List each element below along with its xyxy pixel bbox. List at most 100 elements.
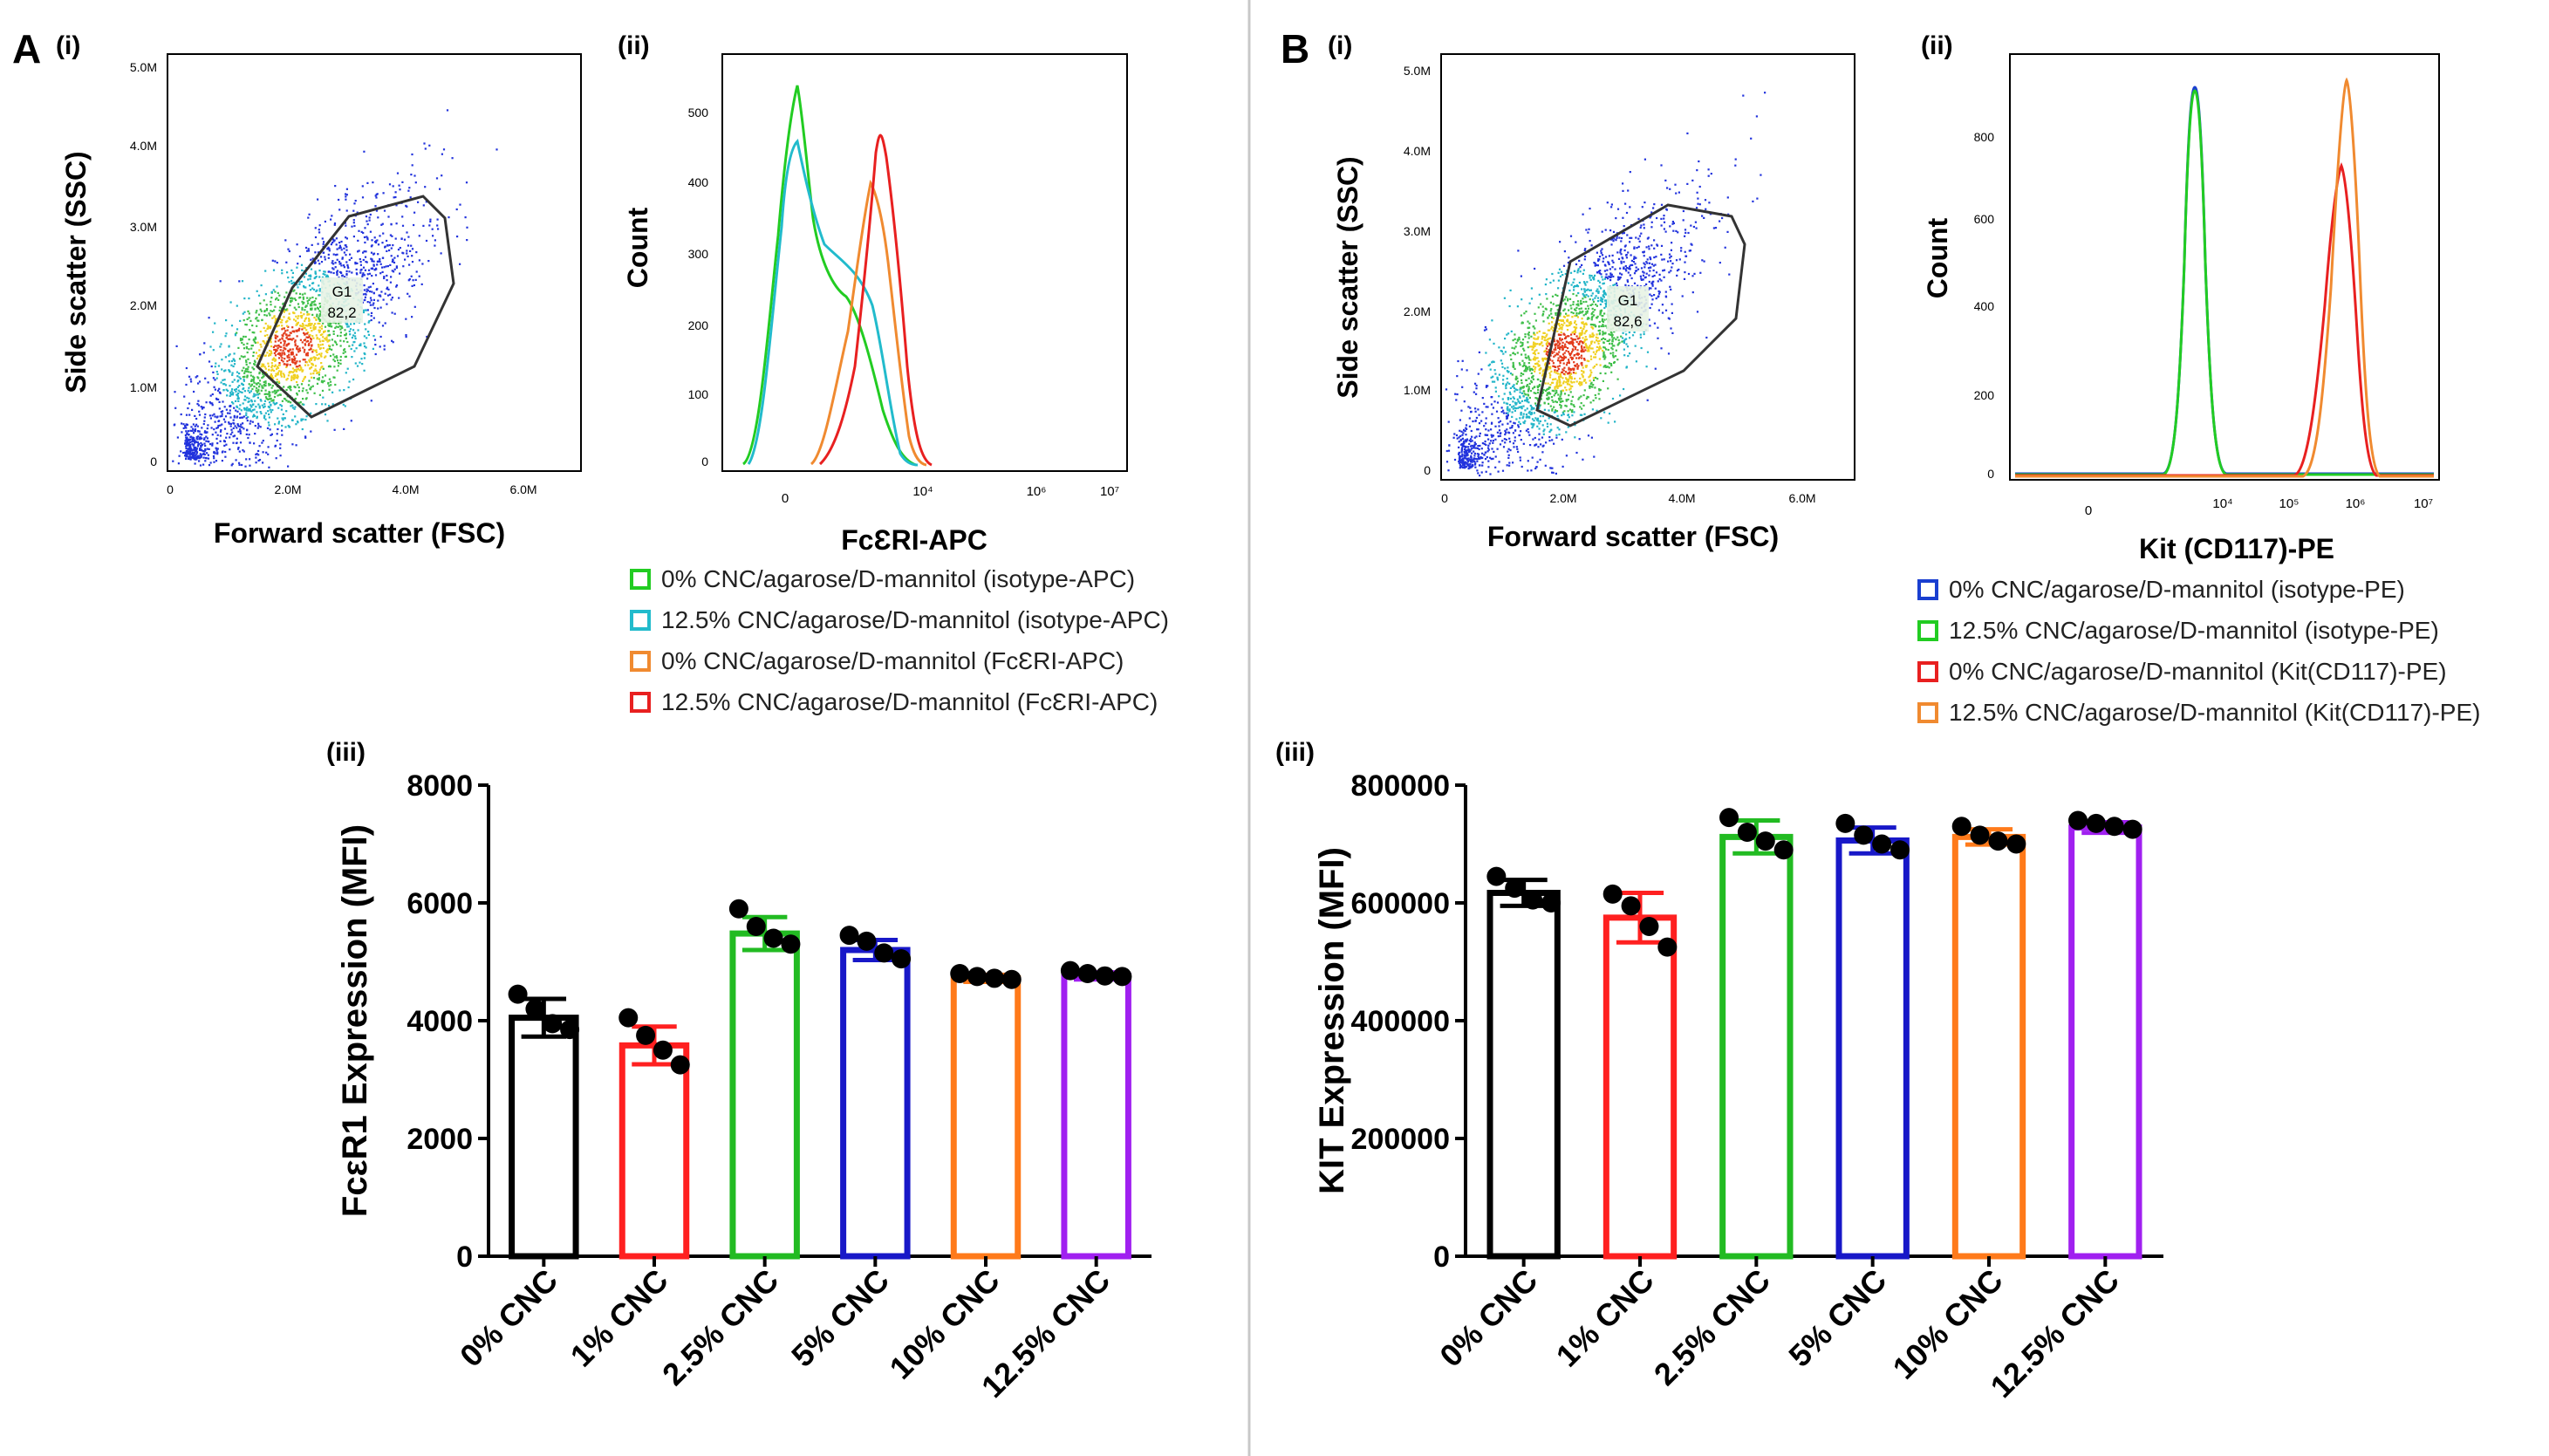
data-point bbox=[1872, 834, 1892, 854]
data-point bbox=[1060, 960, 1080, 981]
bar bbox=[618, 1042, 690, 1260]
x-tick-label: 0% CNC bbox=[1432, 1262, 1544, 1374]
x-tick: 6.0M bbox=[509, 482, 536, 496]
histogram-frame bbox=[2009, 53, 2440, 481]
data-point bbox=[1541, 893, 1561, 913]
histogram-legend-a: 0% CNC/agarose/D-mannitol (isotype-APC) … bbox=[630, 564, 1169, 728]
legend-swatch bbox=[1917, 661, 1938, 682]
x-tick-label: 5% CNC bbox=[1781, 1262, 1893, 1374]
y-tick-label: 2000 bbox=[407, 1123, 473, 1156]
x-tick: 0 bbox=[1441, 491, 1448, 505]
legend-label: 12.5% CNC/agarose/D-mannitol (Kit(CD117)… bbox=[1949, 699, 2481, 726]
y-axis-label: FcεR1 Expression (MFI) bbox=[336, 824, 374, 1217]
y-tick-label: 0 bbox=[1433, 1241, 1450, 1274]
x-tick-label: 0% CNC bbox=[453, 1262, 564, 1374]
data-point bbox=[1835, 813, 1855, 833]
y-tick: 1.0M bbox=[130, 380, 157, 394]
legend-label: 12.5% CNC/agarose/D-mannitol (isotype-PE… bbox=[1949, 617, 2439, 644]
bar bbox=[1835, 837, 1910, 1260]
legend-item: 12.5% CNC/agarose/D-mannitol (Kit(CD117)… bbox=[1917, 697, 2480, 728]
gate-value: 82,6 bbox=[1613, 313, 1642, 330]
x-tick-label: 1% CNC bbox=[1549, 1262, 1661, 1374]
y-tick-label: 400000 bbox=[1351, 1005, 1450, 1038]
x-tick: 10⁷ bbox=[1100, 484, 1119, 499]
gate-value: 82,2 bbox=[327, 304, 356, 321]
legend-swatch bbox=[630, 610, 651, 631]
y-tick: 200 bbox=[688, 318, 709, 332]
legend-swatch bbox=[1917, 620, 1938, 641]
histogram-curve bbox=[2015, 77, 2434, 478]
y-tick: 3.0M bbox=[130, 220, 157, 234]
legend-swatch bbox=[1917, 702, 1938, 723]
data-point bbox=[1657, 937, 1678, 957]
y-tick: 800 bbox=[1974, 130, 1995, 144]
x-tick: 2.0M bbox=[1549, 491, 1576, 505]
legend-swatch bbox=[630, 569, 651, 590]
gate-label-box bbox=[1607, 286, 1649, 332]
histogram-frame bbox=[721, 53, 1128, 472]
y-tick-label: 8000 bbox=[407, 769, 473, 803]
y-tick-label: 0 bbox=[456, 1241, 473, 1274]
y-tick: 5.0M bbox=[130, 60, 157, 74]
y-tick: 1.0M bbox=[1404, 383, 1431, 397]
scatter-xlabel: Forward scatter (FSC) bbox=[1487, 521, 1779, 552]
bar bbox=[1486, 890, 1561, 1260]
x-tick-label: 10% CNC bbox=[1885, 1262, 2009, 1386]
x-tick: 10⁶ bbox=[1027, 484, 1047, 499]
bar bbox=[950, 974, 1022, 1260]
legend-item: 12.5% CNC/agarose/D-mannitol (isotype-PE… bbox=[1917, 615, 2480, 646]
panel-b-sub-i: (i) bbox=[1328, 31, 1352, 60]
y-tick-label: 600000 bbox=[1351, 887, 1450, 920]
data-point bbox=[508, 984, 528, 1004]
gate-name: G1 bbox=[1618, 292, 1638, 309]
data-point bbox=[857, 931, 877, 951]
y-tick: 3.0M bbox=[1404, 224, 1431, 238]
y-axis-label: KIT Expression (MFI) bbox=[1313, 847, 1351, 1194]
y-tick-label: 6000 bbox=[407, 887, 473, 920]
data-point bbox=[2104, 817, 2124, 837]
x-tick: 4.0M bbox=[1668, 491, 1695, 505]
x-tick: 10⁴ bbox=[2212, 496, 2232, 511]
data-point bbox=[1719, 808, 1739, 828]
panel-b-sub-ii: (ii) bbox=[1921, 31, 1953, 60]
data-point bbox=[1112, 967, 1132, 987]
y-tick: 0 bbox=[1424, 463, 1431, 477]
histogram-a: 0 100 200 300 400 500 0 10⁴ 10⁶ 10⁷ FcƐR… bbox=[622, 53, 1128, 556]
gate-name: G1 bbox=[332, 284, 352, 300]
histogram-ylabel: Count bbox=[622, 207, 653, 288]
y-tick: 400 bbox=[688, 175, 709, 189]
legend-item: 12.5% CNC/agarose/D-mannitol (FcƐRI-APC) bbox=[630, 687, 1169, 718]
histogram-xlabel: Kit (CD117)-PE bbox=[2139, 533, 2334, 564]
data-point bbox=[1988, 831, 2008, 851]
gate-polygon bbox=[1535, 203, 1746, 427]
bar bbox=[729, 930, 800, 1260]
y-tick-label: 800000 bbox=[1351, 769, 1450, 803]
data-point bbox=[670, 1055, 690, 1075]
data-point bbox=[1854, 825, 1874, 845]
x-tick: 10⁴ bbox=[912, 484, 933, 499]
histogram-curve bbox=[747, 138, 919, 467]
data-point bbox=[984, 968, 1004, 988]
legend-swatch bbox=[630, 692, 651, 713]
x-tick: 4.0M bbox=[392, 482, 419, 496]
legend-item: 0% CNC/agarose/D-mannitol (Kit(CD117)-PE… bbox=[1917, 656, 2480, 687]
data-point bbox=[543, 1014, 563, 1034]
panel-b-sub-iii: (iii) bbox=[1275, 738, 1315, 767]
data-point bbox=[1639, 917, 1659, 936]
legend-label: 12.5% CNC/agarose/D-mannitol (FcƐRI-APC) bbox=[661, 688, 1158, 715]
legend-label: 0% CNC/agarose/D-mannitol (isotype-PE) bbox=[1949, 576, 2405, 603]
data-point bbox=[2086, 813, 2106, 833]
data-point bbox=[1486, 866, 1507, 886]
y-tick: 500 bbox=[688, 106, 709, 120]
data-point bbox=[781, 934, 801, 954]
bar-chart-a: 0 2000 4000 6000 8000 FcεR1 Expression (MFI) 0… bbox=[336, 769, 1151, 1405]
x-tick: 0 bbox=[2085, 503, 2092, 518]
scatter-plot-a: G1 82,2 0 1.0M 2.0M 3.0M 4.0M 5.0M 0 2.0… bbox=[60, 53, 582, 549]
panel-a-sub-i: (i) bbox=[56, 31, 80, 60]
bar bbox=[1951, 833, 2026, 1260]
scatter-plot-b: G1 82,6 0 1.0M 2.0M 3.0M 4.0M 5.0M 0 2.0… bbox=[1332, 53, 1855, 552]
legend-item: 0% CNC/agarose/D-mannitol (isotype-PE) bbox=[1917, 574, 2480, 605]
bar-chart-b: 0 200000 400000 600000 800000 KIT Expression … bbox=[1313, 769, 2163, 1405]
bar bbox=[840, 947, 911, 1260]
